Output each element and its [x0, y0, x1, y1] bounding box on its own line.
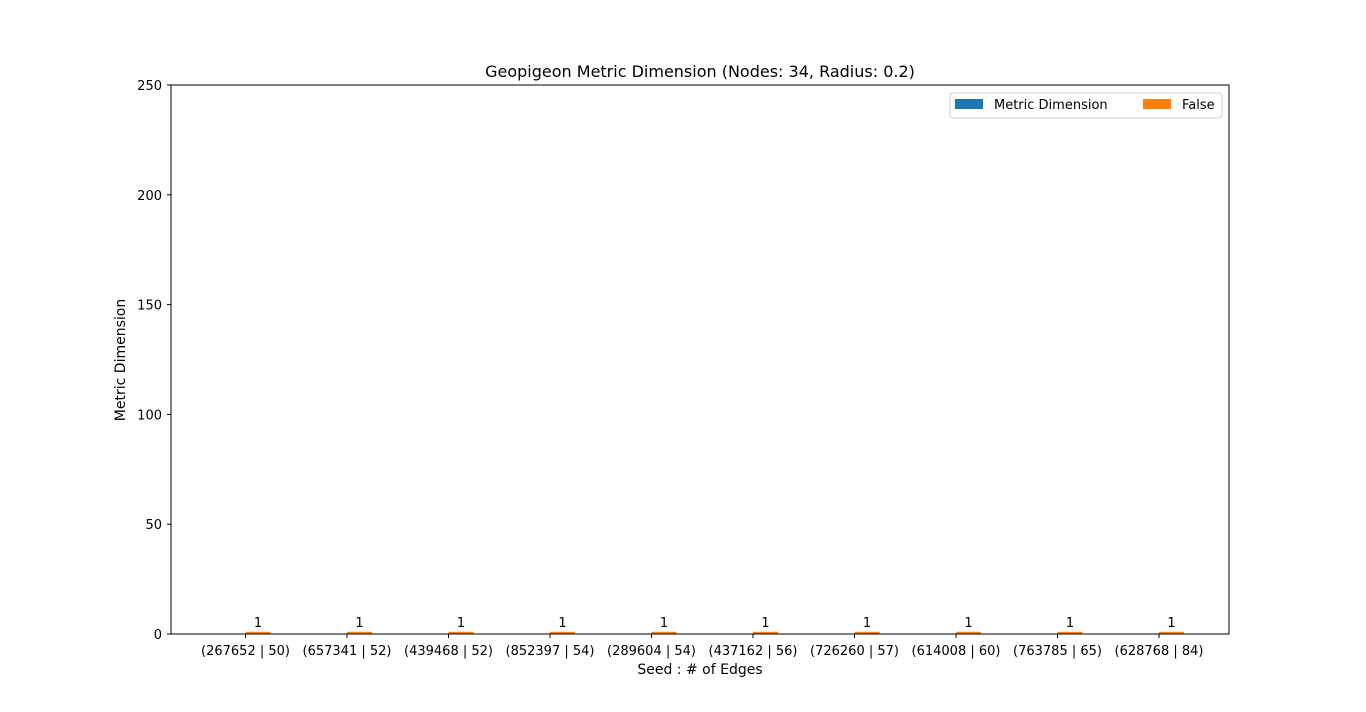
- bar-false: [956, 631, 981, 634]
- y-axis: 0 50 100 150 200 250: [137, 79, 171, 643]
- y-tick-label: 250: [137, 79, 162, 94]
- bars-group: [245, 631, 1184, 634]
- bar-false: [448, 631, 474, 634]
- bar-value-label: 1: [964, 616, 972, 631]
- x-tick-label: (852397 | 54): [506, 644, 595, 659]
- bar-value-label: 1: [254, 616, 262, 631]
- x-tick-label: (439468 | 52): [404, 644, 493, 659]
- y-tick-label: 50: [145, 518, 162, 533]
- legend-label-metric-dimension: Metric Dimension: [994, 98, 1108, 113]
- bar-value-label: 1: [558, 616, 566, 631]
- x-tick-label: (289604 | 54): [607, 644, 696, 659]
- bar-value-label: 1: [761, 616, 769, 631]
- y-tick-label: 150: [137, 299, 162, 314]
- plot-frame: [170, 84, 1230, 635]
- y-tick-label: 100: [137, 408, 162, 423]
- bar-false: [854, 631, 880, 634]
- legend-swatch-metric-dimension: [955, 99, 983, 109]
- x-axis-label: Seed : # of Edges: [637, 662, 762, 678]
- x-tick-label: (657341 | 52): [303, 644, 392, 659]
- bar-false: [347, 631, 372, 634]
- bar-false: [550, 631, 575, 634]
- y-axis-label: Metric Dimension: [113, 299, 129, 421]
- legend-swatch-false: [1143, 99, 1171, 109]
- bar-false: [1057, 631, 1083, 634]
- legend: Metric Dimension False: [949, 92, 1223, 119]
- bar-false: [1159, 631, 1184, 634]
- x-tick-label: (267652 | 50): [201, 644, 290, 659]
- x-tick-label: (614008 | 60): [912, 644, 1001, 659]
- x-tick-label: (437162 | 56): [709, 644, 798, 659]
- bar-value-label: 1: [660, 616, 668, 631]
- bar-false: [245, 631, 271, 634]
- bar-false: [651, 631, 677, 634]
- y-tick-label: 0: [154, 628, 162, 643]
- x-tick-label: (628768 | 84): [1115, 644, 1204, 659]
- chart-title: Geopigeon Metric Dimension (Nodes: 34, R…: [485, 62, 915, 81]
- bar-labels-group: 1 1 1 1 1 1 1 1 1 1: [254, 616, 1176, 631]
- bar-value-label: 1: [863, 616, 871, 631]
- legend-label-false: False: [1182, 98, 1215, 113]
- bar-value-label: 1: [355, 616, 363, 631]
- bar-false: [753, 631, 778, 634]
- bar-value-label: 1: [457, 616, 465, 631]
- x-tick-label: (763785 | 65): [1013, 644, 1102, 659]
- x-axis: (267652 | 50) (657341 | 52) (439468 | 52) (…: [201, 634, 1203, 659]
- bar-value-label: 1: [1167, 616, 1175, 631]
- x-tick-label: (726260 | 57): [810, 644, 899, 659]
- y-tick-label: 200: [137, 189, 162, 204]
- bar-value-label: 1: [1066, 616, 1074, 631]
